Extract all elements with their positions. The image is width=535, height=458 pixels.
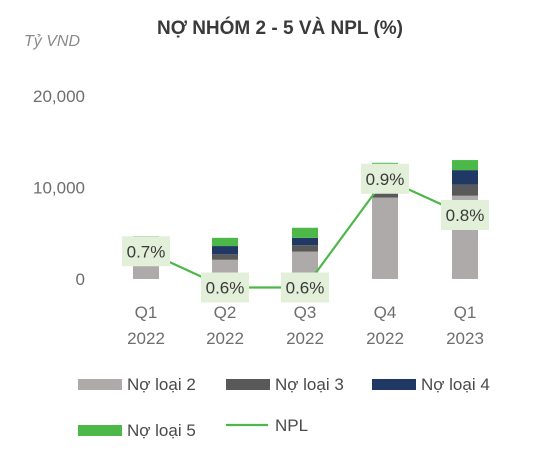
- bar-segment: [212, 254, 238, 260]
- x-tick-label: Q1: [454, 303, 477, 322]
- legend-label: Nợ loại 4: [421, 375, 490, 394]
- y-tick-label: 0: [76, 270, 85, 289]
- legend-swatch: [78, 425, 122, 436]
- bar-segment: [452, 170, 478, 185]
- legend-label: Nợ loại 2: [127, 375, 196, 394]
- legend-swatch: [372, 379, 416, 390]
- npl-data-label: 0.6%: [206, 279, 245, 298]
- x-tick-label: Q1: [135, 303, 158, 322]
- npl-data-label: 0.6%: [286, 279, 325, 298]
- unit-label: Tỷ VND: [24, 33, 80, 50]
- x-tick-label: 2022: [286, 329, 324, 348]
- y-tick-label: 10,000: [33, 179, 85, 198]
- legend: Nợ loại 2 Nợ loại 3 Nợ loại 4 Nợ loại 5 NPL: [78, 375, 490, 440]
- npl-label-box: [441, 200, 489, 230]
- bar-segment: [452, 184, 478, 196]
- x-tick-label: 2023: [446, 329, 484, 348]
- bar-segment: [292, 245, 318, 252]
- chart-title: NỢ NHÓM 2 - 5 VÀ NPL (%): [157, 17, 403, 39]
- x-tick-label: Q3: [294, 303, 317, 322]
- x-axis: Q1 2022 Q2 2022 Q3 2022 Q4 2022 Q1 2023: [127, 303, 484, 348]
- bar-segment: [292, 237, 318, 246]
- legend-swatch: [226, 379, 270, 390]
- bar-segment: [452, 160, 478, 171]
- npl-line-group: 0.7% 0.6% 0.6% 0.9% 0.8%: [122, 163, 489, 303]
- legend-label: NPL: [275, 416, 308, 435]
- x-tick-label: 2022: [206, 329, 244, 348]
- y-tick-label: 20,000: [33, 87, 85, 106]
- x-tick-label: 2022: [127, 329, 165, 348]
- bar-segment: [212, 237, 238, 247]
- legend-swatch: [78, 379, 122, 390]
- npl-data-label: 0.8%: [446, 206, 485, 225]
- npl-label-box: [122, 236, 170, 267]
- npl-label-box: [281, 272, 329, 303]
- bar-segment: [372, 197, 398, 279]
- bar-segment: [212, 246, 238, 255]
- legend-label: Nợ loại 5: [127, 421, 196, 440]
- x-tick-label: Q4: [374, 303, 397, 322]
- y-axis: 0 10,000 20,000: [33, 87, 85, 289]
- x-tick-label: Q2: [214, 303, 237, 322]
- x-tick-label: 2022: [366, 329, 404, 348]
- bar-segment: [292, 227, 318, 238]
- npl-label-box: [201, 272, 249, 303]
- npl-data-label: 0.9%: [366, 170, 405, 189]
- npl-label-box: [361, 163, 409, 194]
- npl-data-label: 0.7%: [127, 242, 166, 261]
- legend-label: Nợ loại 3: [275, 375, 344, 394]
- bars: [133, 160, 478, 279]
